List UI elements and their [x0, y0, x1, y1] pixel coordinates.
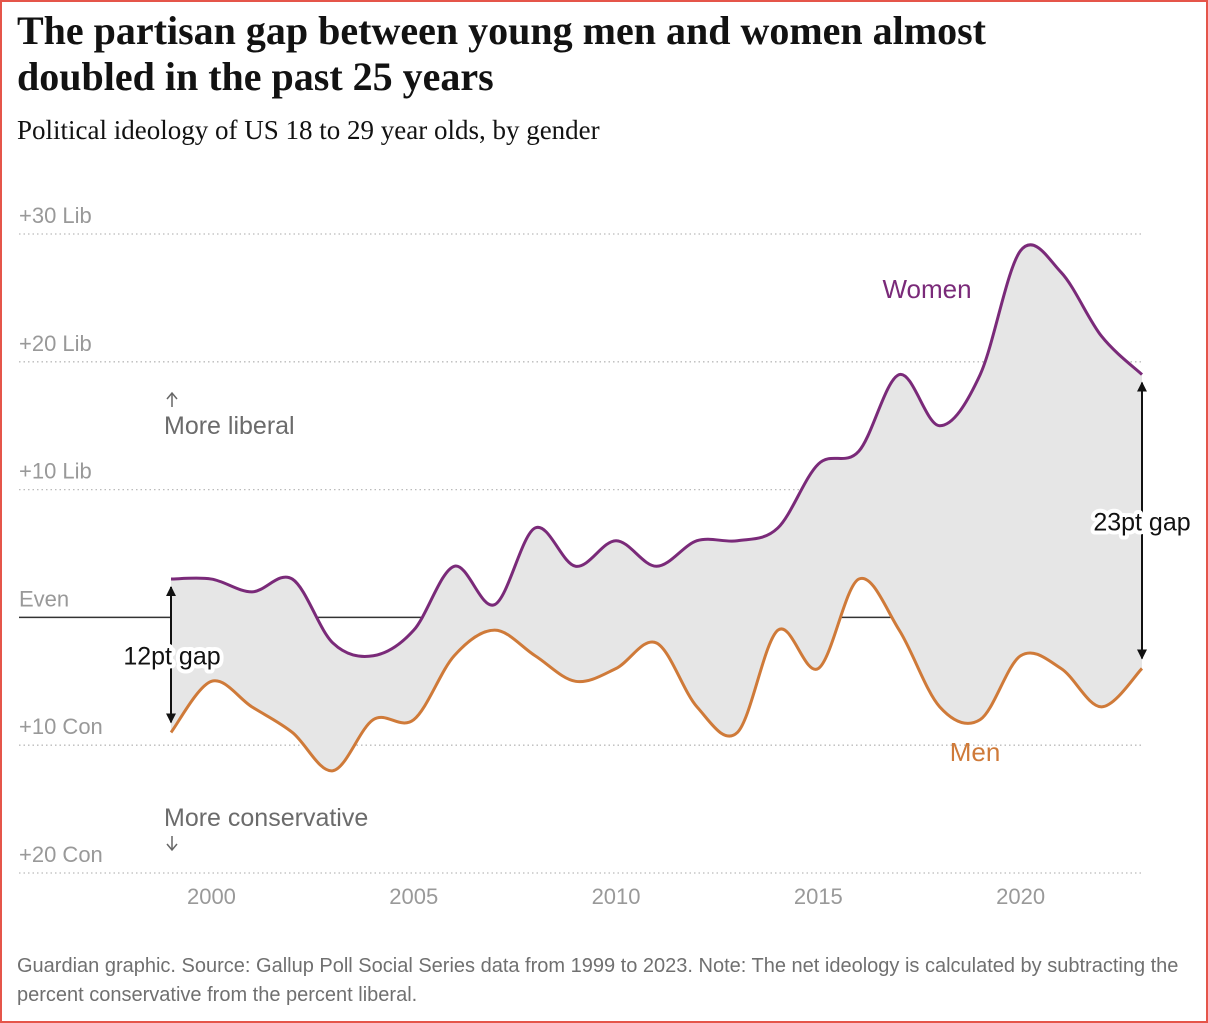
- series-line: [170, 243, 1144, 658]
- x-tick-label: 2005: [389, 884, 438, 909]
- x-tick-label: 2015: [794, 884, 843, 909]
- footer-note: Guardian graphic. Source: Gallup Poll So…: [17, 955, 1179, 1006]
- y-tick-label: +20 Con: [19, 842, 103, 867]
- annotation: More conservative: [164, 804, 368, 832]
- series-line: [169, 576, 1144, 773]
- x-tick-label: 2020: [996, 884, 1045, 909]
- y-tick-label: Even: [19, 586, 69, 611]
- chart: +20 Con +10 Con Even +10 Lib +20 Lib +30 Lib 2…: [19, 203, 1195, 909]
- x-tick-label: 2010: [592, 884, 641, 909]
- down-arrow-head: [166, 843, 178, 852]
- y-tick-label: +20 Lib: [19, 331, 92, 356]
- y-tick-label: +10 Lib: [19, 459, 92, 484]
- chart-title: The partisan gap between young men and w…: [17, 8, 986, 99]
- annotation: More liberal: [164, 412, 295, 440]
- up-arrow-head: [166, 391, 178, 400]
- gap-label: 23pt gap: [1093, 509, 1190, 537]
- grid: +20 Con +10 Con Even +10 Lib +20 Lib +30 Lib 2…: [19, 203, 1142, 909]
- area-layer: [171, 244, 1142, 771]
- line-layer: [169, 243, 1144, 773]
- y-tick-label: +30 Lib: [19, 203, 92, 228]
- gap-area: [171, 244, 1142, 771]
- x-tick-label: 2000: [187, 884, 236, 909]
- chart-subtitle: Political ideology of US 18 to 29 year o…: [17, 115, 600, 145]
- gap-label: 12pt gap: [123, 643, 220, 671]
- legend-label: Women: [882, 274, 971, 304]
- annotation-layer: More liberal More conservative Women Men 1…: [119, 274, 1195, 852]
- legend-label: Men: [950, 737, 1001, 767]
- y-tick-label: +10 Con: [19, 714, 103, 739]
